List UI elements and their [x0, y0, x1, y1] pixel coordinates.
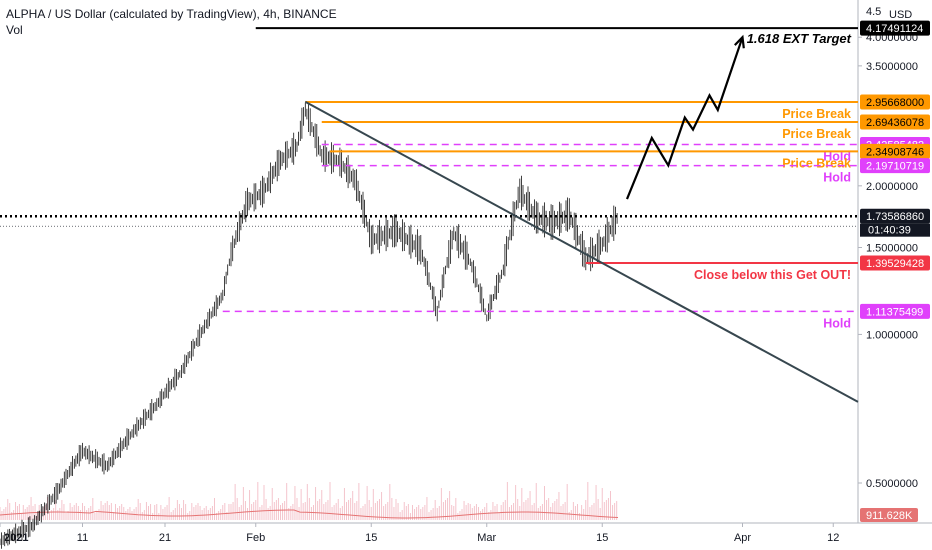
projection-path: [625, 36, 744, 200]
level-annotation-7: Close below this Get OUT!: [694, 268, 851, 282]
level-annotation-5: Hold: [823, 171, 851, 185]
price-tag-7: [860, 255, 930, 271]
price-tag-0: [860, 20, 930, 36]
volume-ma-line: [0, 509, 619, 519]
countdown-label: 01:40:39: [868, 225, 911, 237]
price-tag-6: [860, 208, 930, 224]
price-tag-label-1: 2.95668000: [866, 97, 924, 109]
x-tick-label-8: 12: [827, 532, 839, 544]
y-tick-label-1: 3.5000000: [866, 61, 918, 73]
price-tag-8: [860, 303, 930, 319]
countdown-tag: [860, 223, 930, 237]
x-tick-label-7: Apr: [734, 532, 751, 544]
price-tag-label-2: 2.69436078: [866, 117, 924, 129]
currency-label: USD: [889, 9, 912, 21]
x-tick-label-2: 21: [159, 532, 171, 544]
price-tag-label-5: 2.19710719: [866, 161, 924, 173]
price-tag-1: [860, 94, 930, 110]
level-annotation-3: Hold: [823, 149, 851, 163]
y-tick-label-2: 2.0000000: [866, 181, 918, 193]
projection-arrowhead: [734, 34, 745, 49]
price-tag-label-7: 1.39529428: [866, 258, 924, 270]
x-tick-label-1: 11: [77, 532, 88, 544]
descending-trendline: [304, 100, 859, 403]
y-tick-label-5: 0.5000000: [866, 478, 918, 490]
x-tick-label-5: Mar: [477, 532, 496, 544]
volume-tag: [860, 508, 918, 522]
price-tag-label-4: 2.34908746: [866, 146, 924, 158]
volume-label: Vol: [6, 23, 23, 37]
level-annotation-4: Price Break: [782, 156, 851, 170]
chart-header: ALPHA / US Dollar (calculated by Trading…: [6, 6, 337, 38]
y-tick-label-4: 1.0000000: [866, 329, 918, 341]
x-tick-label-6: 15: [596, 532, 608, 544]
target-label: 1.618 EXT Target: [747, 31, 852, 46]
symbol-title[interactable]: ALPHA / US Dollar (calculated by Trading…: [6, 7, 337, 21]
x-tick-label-3: Feb: [246, 532, 265, 544]
price-tag-2: [860, 114, 930, 130]
x-tick-label-4: 15: [365, 532, 377, 544]
level-annotation-1: Price Break: [782, 107, 851, 121]
price-tag-4: [860, 143, 930, 159]
price-tag-5: [860, 158, 930, 174]
y-tick-top: 4.5: [866, 6, 881, 18]
price-tag-label-0: 4.17491124: [866, 23, 923, 35]
level-annotation-8: Hold: [823, 316, 851, 330]
y-tick-label-3: 1.5000000: [866, 243, 918, 255]
price-tag-label-6: 1.73586860: [866, 211, 924, 223]
price-tag-label-8: 1.11375499: [866, 306, 923, 318]
level-annotation-2: Price Break: [782, 127, 851, 141]
volume-tag-label: 911.628K: [866, 510, 913, 522]
